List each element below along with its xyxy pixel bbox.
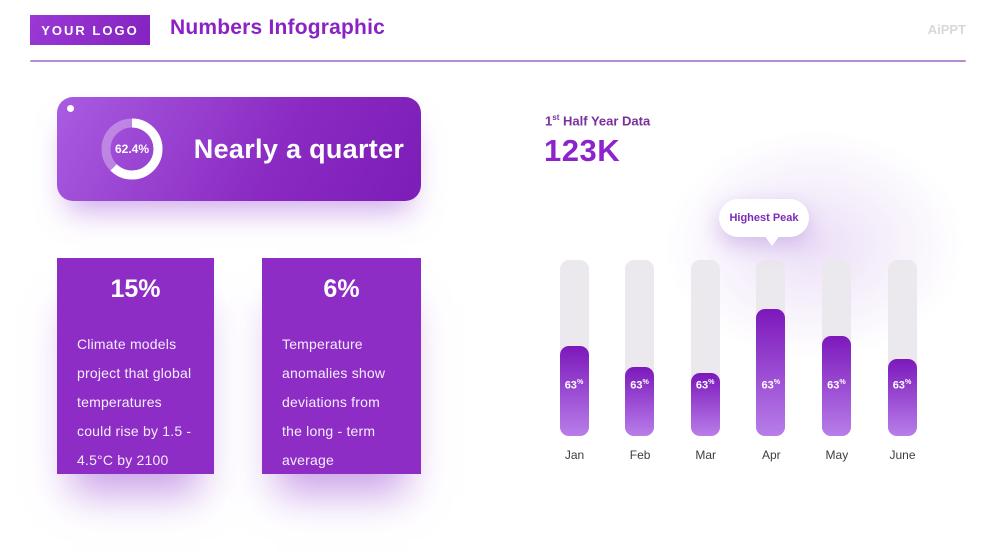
header-divider — [30, 60, 966, 62]
bar-column: 63% Feb — [625, 260, 655, 462]
bar-value-label: 63% — [560, 378, 589, 392]
bar-value-number: 63 — [827, 379, 840, 392]
bar-value-number: 63 — [564, 379, 577, 392]
month-label: Apr — [761, 448, 781, 462]
bar-value-percent: % — [642, 378, 649, 386]
kicker-number: 1 — [545, 113, 553, 129]
month-label: Mar — [695, 448, 717, 462]
bar-value-percent: % — [904, 378, 912, 386]
bar-fill — [887, 359, 917, 436]
bar-value-number: 63 — [695, 379, 709, 392]
stat-value: 15% — [110, 275, 161, 303]
month-label: May — [825, 448, 849, 462]
bar-column: 63% Jan — [559, 260, 589, 462]
kicker-ordinal: st — [552, 113, 560, 122]
bar-value-label: 63% — [691, 378, 720, 392]
stat-value: 6% — [323, 275, 360, 303]
bar-value-percent: % — [773, 378, 781, 386]
bar-column: 63% June — [887, 260, 917, 462]
chart-kicker: 1st Half Year Data — [545, 113, 650, 128]
stat-description: Climate models project that global tempe… — [77, 336, 192, 468]
bar-value-label: 63% — [888, 378, 917, 392]
month-label: Feb — [629, 448, 651, 462]
bar-fill — [690, 373, 720, 436]
chart-total: 123K — [544, 133, 621, 168]
callout-label: Highest Peak — [729, 212, 799, 224]
bar-value-number: 63 — [761, 379, 774, 392]
bar-column: 63% Apr — [756, 260, 786, 462]
bar-column: 63% May — [821, 260, 851, 462]
stat-description: Temperature anomalies show deviations fr… — [282, 336, 386, 468]
bar-column: 63% Mar — [690, 260, 720, 462]
bar-value-percent: % — [708, 378, 715, 386]
callout-tail-icon — [764, 235, 780, 246]
page-title: Numbers Infographic — [170, 16, 385, 39]
bar-value-label: 63% — [625, 378, 654, 392]
donut-value: 62.4% — [114, 142, 150, 156]
bar-fill — [756, 309, 786, 436]
hero-title: Nearly a quarter — [193, 133, 405, 164]
donut-chart: 62.4% — [99, 116, 165, 182]
bar-fill — [559, 346, 589, 436]
kicker-text: Half Year Data — [563, 113, 651, 129]
hero-card: 62.4% Nearly a quarter — [57, 97, 421, 201]
bar-value-percent: % — [839, 378, 846, 386]
stat-card-1: 15% Climate models project that global t… — [57, 258, 214, 474]
bar-fill — [625, 367, 655, 436]
logo-text: YOUR LOGO — [41, 22, 139, 38]
bar-fill — [821, 336, 851, 436]
highest-peak-callout: Highest Peak — [719, 199, 809, 246]
stat-card-2: 6% Temperature anomalies show deviations… — [262, 258, 421, 474]
month-label: Jan — [564, 448, 585, 462]
bar-value-label: 63% — [756, 378, 785, 392]
bar-value-label: 63% — [822, 378, 851, 392]
bar-value-number: 63 — [630, 379, 643, 392]
aippt-watermark: AiPPT — [927, 22, 966, 37]
donut-ring-active — [101, 118, 163, 180]
month-label: June — [889, 448, 916, 462]
logo-badge: YOUR LOGO — [30, 15, 150, 45]
bar-value-percent: % — [576, 378, 584, 386]
bar-value-number: 63 — [892, 379, 905, 392]
donut-svg — [101, 118, 163, 180]
hero-dot — [67, 105, 74, 112]
